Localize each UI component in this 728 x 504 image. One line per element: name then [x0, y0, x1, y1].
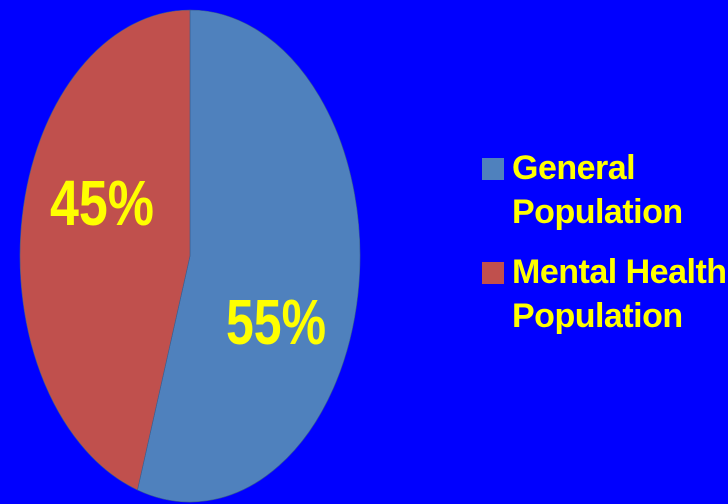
pie-slice-mental-health-population [19, 9, 191, 491]
slice-label-mental-health-population: 45% [50, 167, 154, 239]
slice-label-general-population: 55% [226, 286, 326, 358]
pie-slice-general-population [137, 9, 361, 503]
pie-slices [19, 9, 361, 503]
legend-item-general-population: General Population [482, 146, 728, 234]
legend-label-general-population: General Population [512, 149, 683, 231]
legend-label-mental-health-population: Mental Health Population [512, 253, 727, 335]
legend-swatch-general-population [482, 158, 504, 180]
legend-item-mental-health-population: Mental Health Population [482, 250, 728, 338]
chart-legend: General Population Mental Health Populat… [482, 146, 728, 354]
pie-labels: 55% 45% [50, 167, 326, 358]
legend-swatch-mental-health-population [482, 262, 504, 284]
